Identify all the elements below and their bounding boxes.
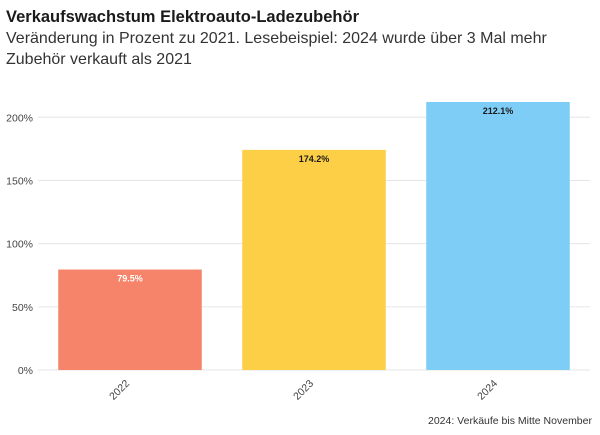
x-tick-label: 2022 xyxy=(107,378,132,403)
chart-subtitle: Veränderung in Prozent zu 2021. Lesebeis… xyxy=(6,30,547,68)
bar-2024 xyxy=(426,101,570,370)
y-tick-label: 0% xyxy=(18,365,33,377)
x-tick-label: 2023 xyxy=(291,378,316,403)
y-tick-label: 100% xyxy=(6,239,33,251)
data-label: 174.2% xyxy=(299,154,330,164)
chart-title: Verkaufswachstum Elektroauto-Ladezubehör xyxy=(6,8,360,26)
y-axis: 0% 50% 100% 150% 200% xyxy=(6,112,33,377)
data-label: 212.1% xyxy=(483,106,514,116)
bar-2023 xyxy=(242,149,386,370)
bars: 79.5% 174.2% 212.1% xyxy=(58,101,570,370)
x-tick-label: 2024 xyxy=(475,378,500,403)
y-tick-label: 150% xyxy=(6,175,33,187)
x-axis: 2022 2023 2024 xyxy=(107,378,500,403)
data-label: 79.5% xyxy=(117,274,143,284)
y-tick-label: 200% xyxy=(6,112,33,124)
chart-header: Verkaufswachstum Elektroauto-Ladezubehör… xyxy=(6,6,596,70)
y-tick-label: 50% xyxy=(12,302,33,314)
footnote: 2024: Verkäufe bis Mitte November xyxy=(427,415,592,427)
bar-2022 xyxy=(58,269,202,370)
